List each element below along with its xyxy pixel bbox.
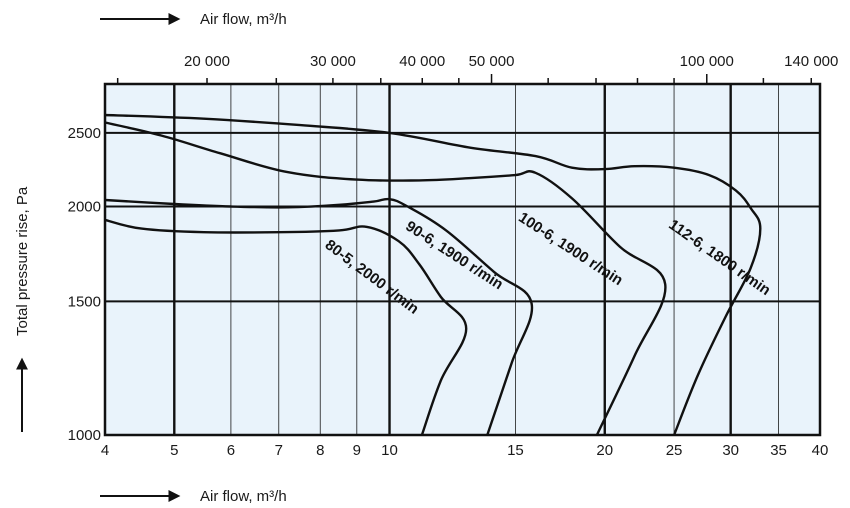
- plot-background: [105, 84, 820, 435]
- x-tick-label: 40: [812, 442, 829, 459]
- top-tick-label: 50 000: [469, 53, 515, 70]
- fan-curve: [104, 197, 534, 436]
- top-axis-title-group: Air flow, m³/h: [100, 11, 287, 28]
- top-axis-title: Air flow, m³/h: [200, 11, 287, 28]
- x-tick-label: 25: [666, 442, 683, 459]
- x-tick-label: 30: [722, 442, 739, 459]
- x-tick-label: 9: [353, 442, 361, 459]
- top-tick-label: 100 000: [680, 53, 734, 70]
- fan-curve: [104, 113, 762, 436]
- bottom-axis-title: Air flow, m³/h: [200, 488, 287, 505]
- x-tick-label: 4: [101, 442, 109, 459]
- top-tick-label: 140 000: [784, 53, 838, 70]
- x-tick-label: 15: [507, 442, 524, 459]
- plot-frame: [103, 82, 822, 437]
- y-tick-label: 2000: [68, 198, 101, 215]
- x-tick-label: 35: [770, 442, 787, 459]
- y-tick-label: 2500: [68, 125, 101, 142]
- plot-area: 4 5 6 7 8 9 10 15 20 25 30 35 40 1000 1500 2000 2500 20 0…: [68, 53, 839, 459]
- x-tick-label: 6: [227, 442, 235, 459]
- top-tick-label: 40 000: [399, 53, 445, 70]
- x-tick-label: 5: [170, 442, 178, 459]
- fan-curve: [104, 121, 667, 436]
- x-tick-label: 20: [596, 442, 613, 459]
- x-tick-label: 8: [316, 442, 324, 459]
- bottom-axis-title-group: Air flow, m³/h: [100, 488, 287, 505]
- y-tick-label: 1500: [68, 293, 101, 310]
- x-tick-label: 7: [275, 442, 283, 459]
- top-tick-label: 30 000: [310, 53, 356, 70]
- top-tick-label: 20 000: [184, 53, 230, 70]
- y-axis-title: Total pressure rise, Pa: [14, 186, 31, 336]
- y-axis-title-group: Total pressure rise, Pa: [14, 186, 31, 432]
- y-tick-label: 1000: [68, 427, 101, 444]
- x-tick-label: 10: [381, 442, 398, 459]
- fan-curve: [104, 218, 468, 436]
